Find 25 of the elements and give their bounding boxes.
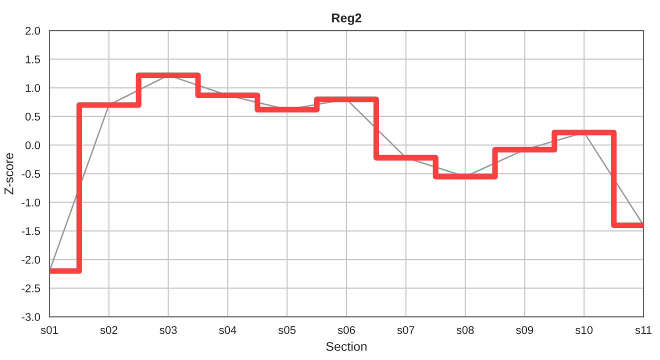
y-tick-label: 0.5: [25, 112, 40, 121]
x-tick-label: s02: [100, 326, 118, 334]
x-tick-label: s04: [219, 326, 236, 334]
x-tick-label: s11: [635, 326, 652, 334]
chart-title: Reg2: [332, 14, 362, 25]
y-tick-label: 2.0: [26, 26, 40, 35]
y-tick-label: 1.5: [26, 56, 40, 64]
y-tick-label: -2.5: [22, 284, 40, 292]
y-axis-title: Z-score: [4, 153, 14, 194]
y-tick-label: 1.0: [26, 84, 40, 92]
y-tick-label: -3.0: [22, 313, 40, 321]
x-axis-title: Section: [326, 342, 367, 351]
y-tick-label: -2.0: [22, 256, 40, 264]
y-tick-label: -0.5: [22, 170, 40, 178]
x-tick-label: s08: [456, 326, 474, 334]
x-tick-label: s01: [40, 326, 58, 334]
x-tick-label: s10: [575, 326, 593, 334]
x-tick-label: s03: [160, 326, 177, 334]
y-tick-label: -1.5: [22, 227, 40, 236]
x-tick-label: s07: [397, 326, 414, 334]
x-tick-label: s06: [338, 326, 355, 334]
x-tick-label: s05: [278, 326, 296, 334]
y-tick-label: 0.0: [25, 141, 40, 150]
y-tick-label: -1.0: [22, 198, 40, 206]
x-tick-label: s09: [516, 326, 534, 334]
